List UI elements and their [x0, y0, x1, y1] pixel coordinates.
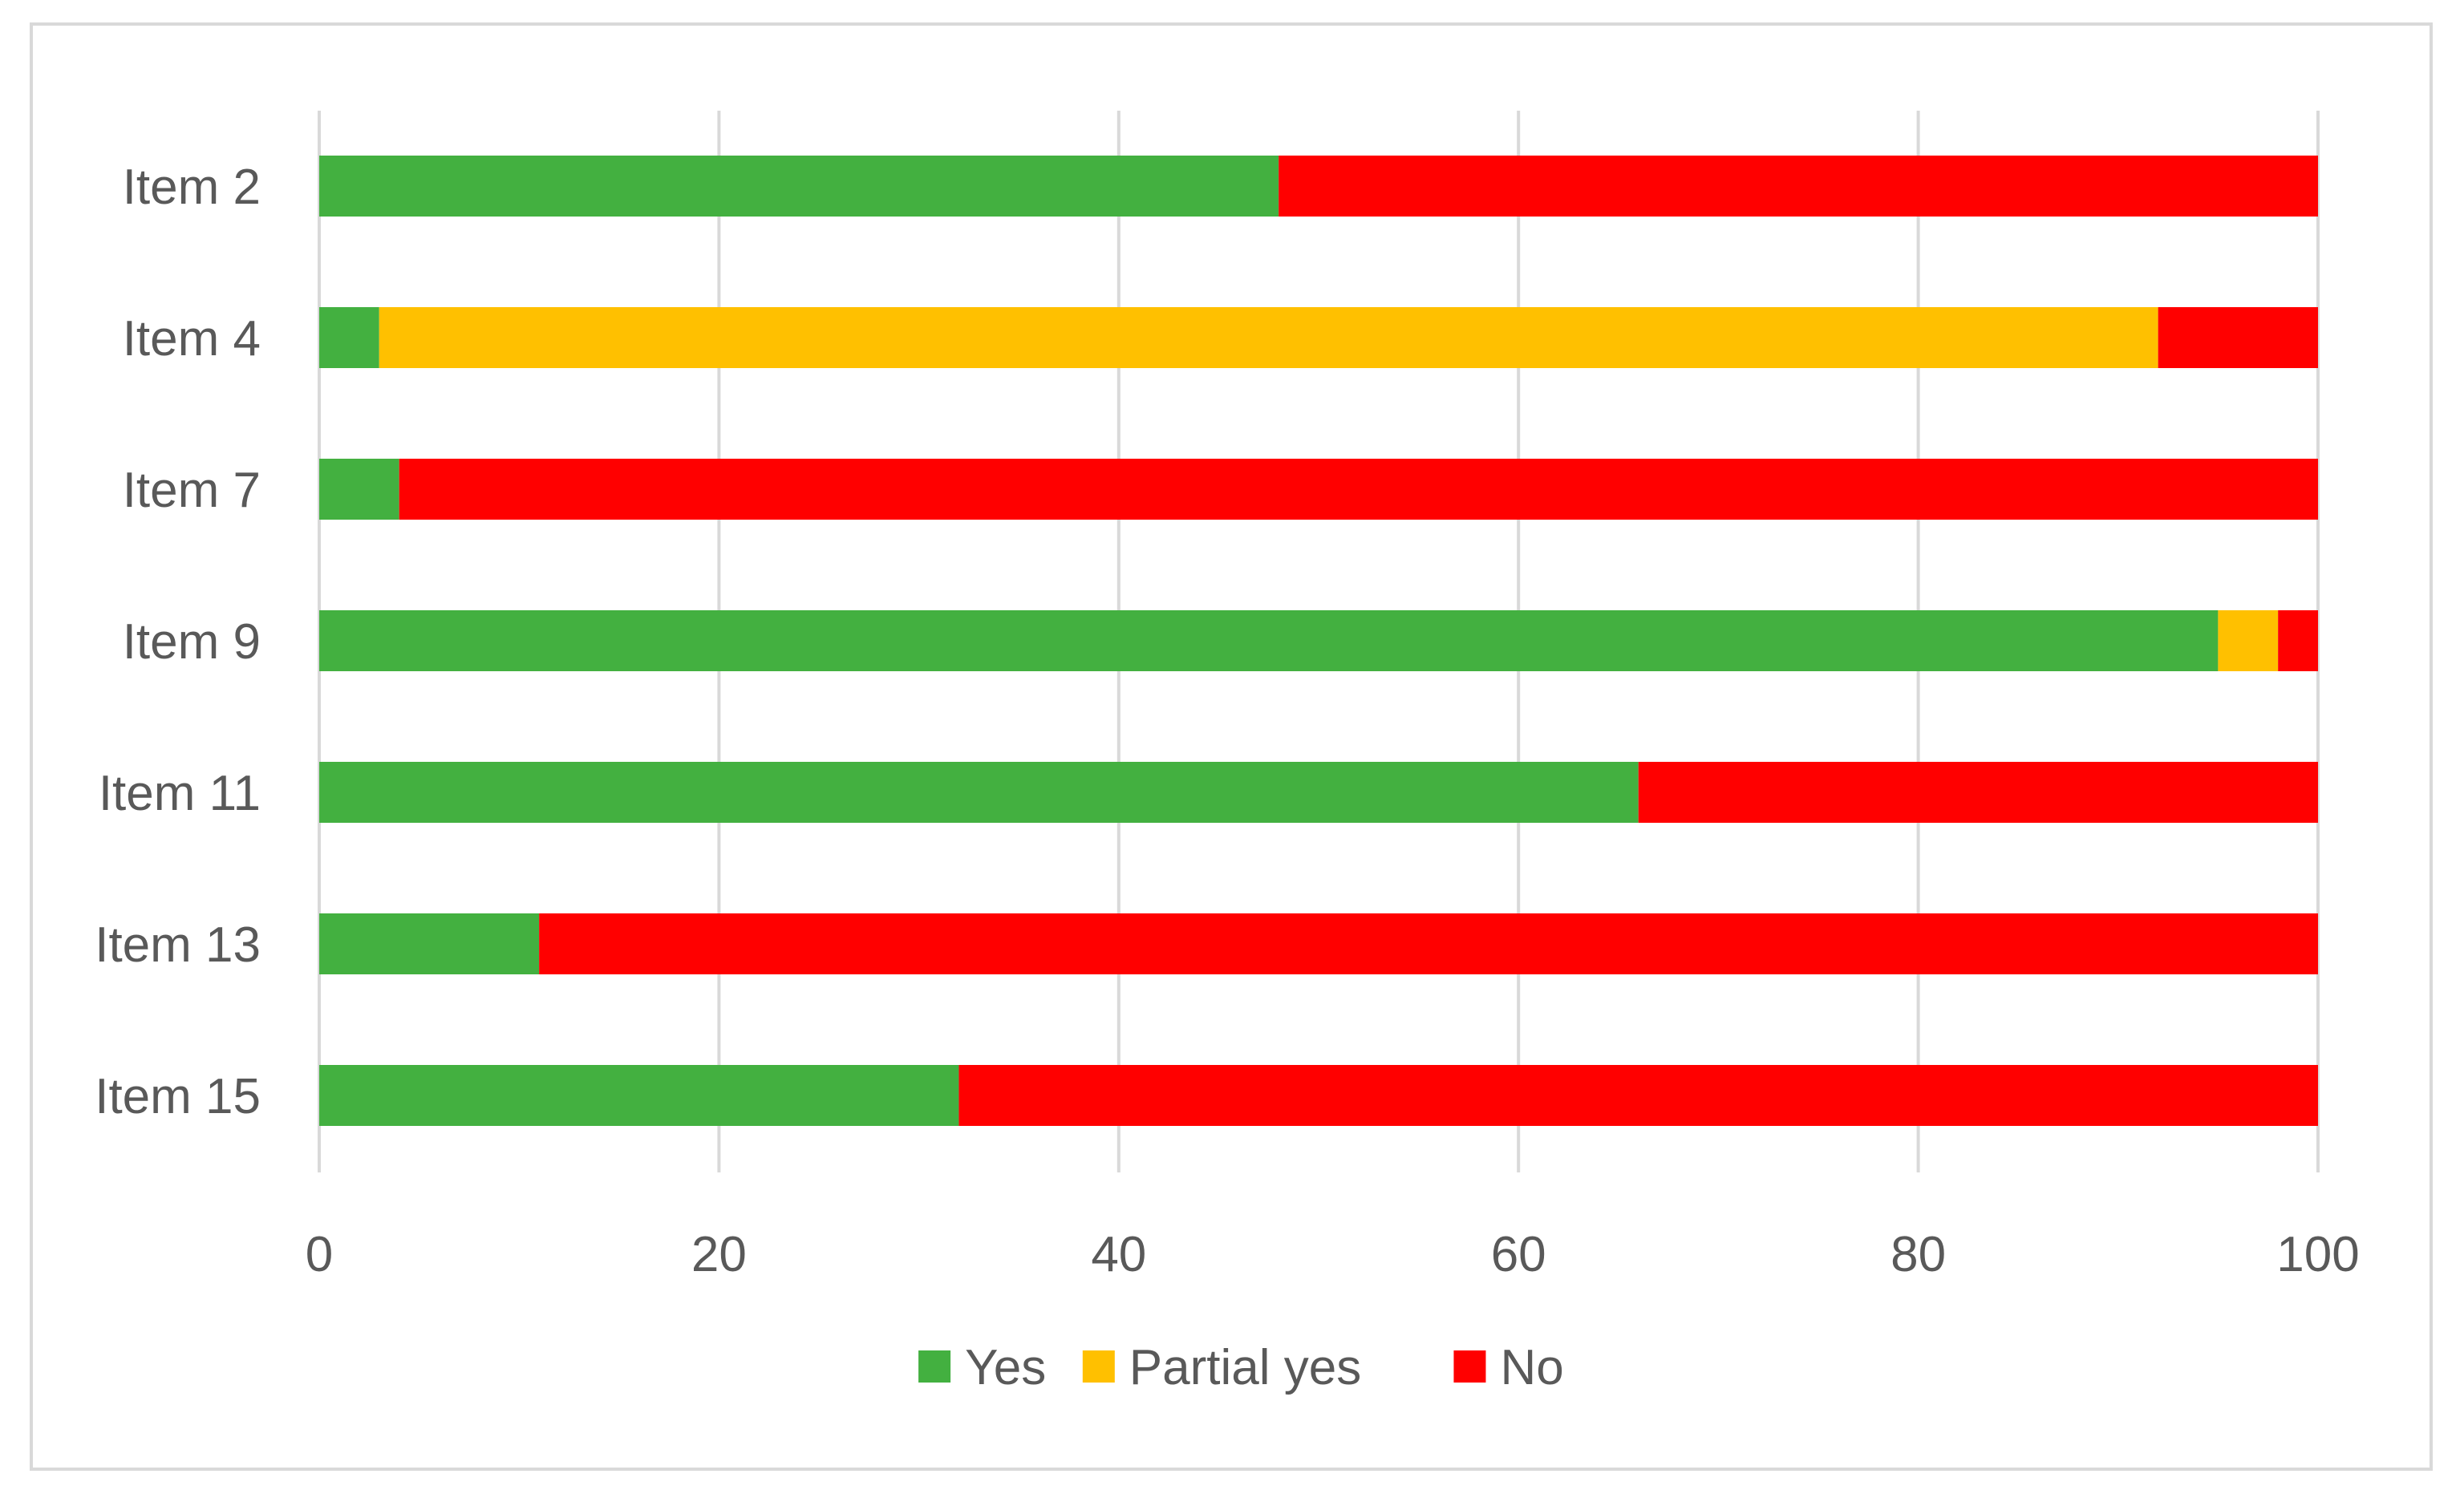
bar-segment-no	[399, 459, 2319, 520]
legend-label: Partial yes	[1129, 1340, 1361, 1395]
bar-segment-partial-yes	[379, 307, 2158, 368]
x-tick-labels: 0 20 40 60 80 100	[306, 1227, 2360, 1282]
legend-label: No	[1500, 1340, 1563, 1395]
bar-segment-yes	[319, 610, 2219, 671]
x-tick-label: 40	[1091, 1227, 1146, 1282]
legend-label: Yes	[965, 1340, 1046, 1395]
x-tick-label: 20	[691, 1227, 747, 1282]
x-tick-label: 60	[1491, 1227, 1546, 1282]
category-labels: Item 2 Item 4 Item 7 Item 9 Item 11 Item 13 It…	[95, 160, 261, 1124]
bar-segment-no	[1638, 762, 2318, 823]
legend-swatch-no	[1453, 1350, 1486, 1383]
bar-segment-partial-yes	[2218, 610, 2279, 671]
category-label: Item 2	[123, 160, 261, 215]
bar-segment-no	[958, 1065, 2318, 1126]
bar-segment-yes	[319, 913, 540, 974]
category-label: Item 9	[123, 614, 261, 670]
bar-segment-no	[2278, 610, 2318, 671]
category-label: Item 11	[99, 766, 261, 821]
bar-segment-yes	[319, 156, 1279, 217]
legend-swatch-partial-yes	[1082, 1350, 1115, 1383]
bar-segment-yes	[319, 307, 379, 368]
category-label: Item 13	[95, 917, 261, 973]
bar-segment-no	[539, 913, 2318, 974]
bar-segment-yes	[319, 1065, 959, 1126]
bar-segment-no	[2158, 307, 2318, 368]
bar-segment-yes	[319, 762, 1639, 823]
x-tick-label: 100	[2276, 1227, 2359, 1282]
x-tick-label: 80	[1891, 1227, 1946, 1282]
legend-swatch-yes	[918, 1350, 951, 1383]
bars	[319, 156, 2319, 1126]
category-label: Item 4	[123, 311, 261, 366]
x-tick-label: 0	[306, 1227, 333, 1282]
legend: Yes Partial yes No	[918, 1340, 1564, 1395]
bar-segment-no	[1279, 156, 2318, 217]
category-label: Item 15	[95, 1069, 261, 1124]
chart-frame	[30, 22, 2433, 1471]
bar-segment-yes	[319, 459, 399, 520]
category-label: Item 7	[123, 463, 261, 518]
